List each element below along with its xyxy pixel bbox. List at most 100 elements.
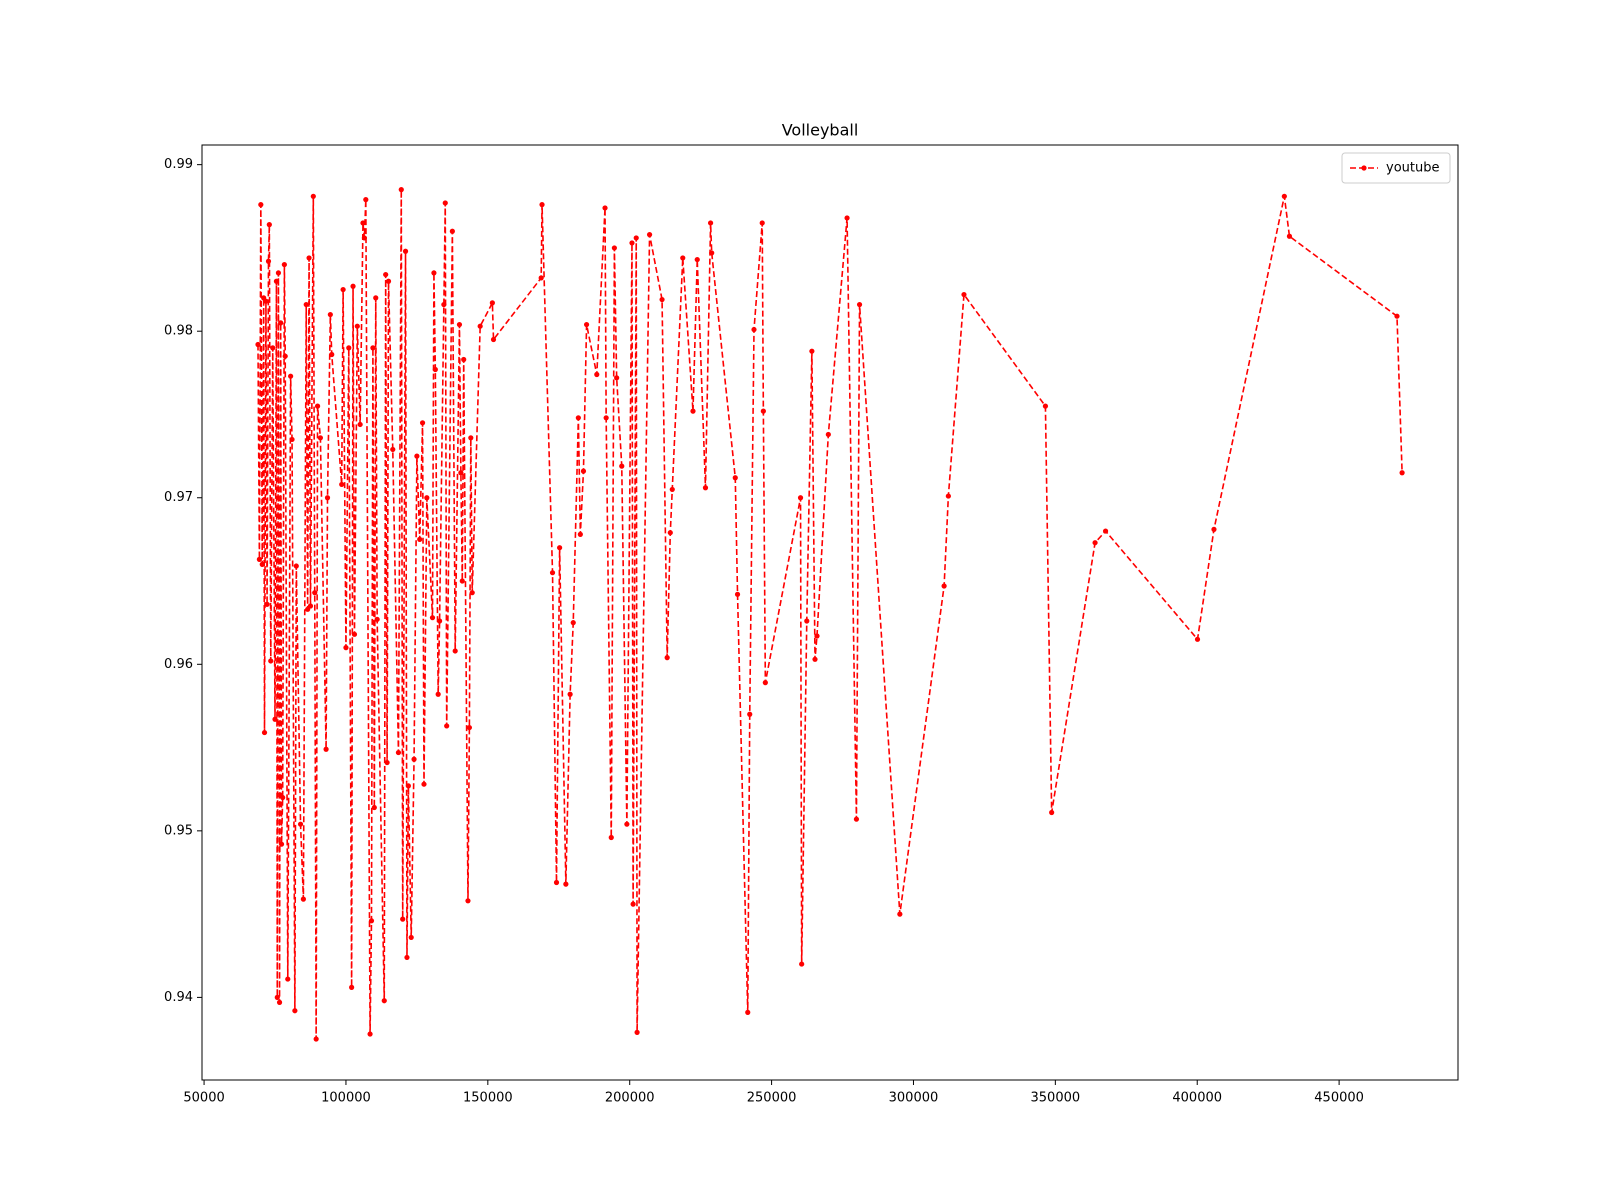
data-point	[646, 232, 653, 238]
data-point	[759, 220, 765, 226]
data-point	[258, 202, 264, 208]
data-point	[306, 255, 312, 261]
data-point	[256, 556, 263, 562]
x-tick-label: 100000	[321, 1091, 371, 1106]
data-point	[614, 375, 620, 381]
data-point	[490, 336, 497, 343]
data-point	[431, 270, 437, 276]
data-point	[634, 1029, 640, 1035]
data-point	[1286, 233, 1293, 239]
data-point	[361, 235, 367, 241]
data-point	[583, 321, 590, 328]
data-point	[469, 590, 475, 596]
data-point	[1102, 528, 1109, 534]
data-point	[624, 821, 630, 827]
data-point	[619, 463, 625, 469]
data-point	[459, 578, 465, 584]
data-point	[456, 321, 463, 328]
data-point	[390, 446, 396, 453]
data-point	[354, 323, 360, 329]
data-point	[270, 345, 276, 351]
data-point	[436, 618, 443, 624]
data-point	[421, 781, 427, 787]
data-point	[941, 583, 947, 589]
data-line	[257, 189, 1403, 1040]
data-point	[346, 345, 352, 351]
y-tick-label: 0.97	[164, 490, 193, 505]
data-point	[373, 295, 379, 301]
data-point	[314, 403, 321, 409]
y-tick-label: 0.98	[164, 324, 193, 339]
data-point	[285, 976, 291, 982]
data-point	[272, 716, 278, 722]
data-point	[374, 616, 380, 622]
data-point	[370, 345, 376, 351]
data-point	[307, 603, 314, 609]
x-tick-label: 350000	[1031, 1091, 1081, 1106]
data-point	[629, 240, 635, 246]
data-point	[312, 590, 318, 596]
data-point	[408, 934, 414, 941]
data-point	[570, 620, 576, 626]
data-point	[760, 408, 766, 414]
data-point	[266, 222, 272, 228]
data-point	[300, 896, 306, 902]
data-point	[265, 258, 272, 264]
data-point	[261, 729, 268, 736]
data-point	[630, 901, 636, 907]
data-point	[611, 245, 617, 251]
data-point	[709, 250, 715, 256]
legend-marker	[1361, 165, 1367, 171]
data-point	[255, 341, 261, 348]
legend-box	[1341, 152, 1451, 184]
x-tick-label: 450000	[1314, 1091, 1364, 1106]
data-point	[539, 202, 545, 208]
data-point	[276, 999, 283, 1005]
data-point	[549, 570, 556, 576]
data-point	[280, 794, 286, 801]
data-point	[538, 275, 544, 281]
data-point	[429, 615, 436, 621]
data-point	[381, 998, 387, 1004]
data-point	[383, 271, 389, 278]
data-point	[707, 220, 714, 226]
data-point	[690, 408, 696, 414]
data-point	[825, 431, 831, 438]
y-tick-label: 0.96	[164, 657, 193, 672]
data-point	[575, 415, 581, 421]
data-point	[339, 481, 345, 488]
data-point	[324, 495, 331, 501]
data-point	[762, 680, 768, 686]
data-point	[273, 278, 280, 284]
data-point	[461, 356, 467, 363]
data-point	[1194, 636, 1201, 642]
data-point	[477, 323, 483, 329]
data-point	[414, 453, 420, 459]
data-point	[608, 834, 614, 841]
data-point	[603, 415, 609, 421]
data-point	[897, 911, 903, 917]
data-point	[275, 270, 282, 276]
data-point	[281, 261, 287, 268]
data-point	[424, 495, 430, 501]
data-point	[263, 298, 269, 304]
data-point	[357, 421, 363, 428]
data-point	[489, 300, 495, 306]
data-point	[664, 655, 670, 661]
data-point	[395, 749, 402, 756]
data-point	[1281, 193, 1287, 199]
data-point	[594, 371, 600, 378]
data-point	[745, 1009, 751, 1015]
data-point	[259, 561, 265, 567]
data-point	[466, 724, 472, 731]
data-point	[458, 470, 464, 476]
data-point	[680, 255, 686, 261]
data-point	[799, 961, 805, 967]
data-point	[360, 220, 366, 226]
data-point	[452, 648, 458, 654]
data-point	[441, 301, 447, 308]
chart-title: Volleyball	[782, 121, 859, 140]
x-tick-label: 150000	[463, 1091, 513, 1106]
data-point	[468, 435, 474, 441]
data-point	[804, 618, 810, 624]
